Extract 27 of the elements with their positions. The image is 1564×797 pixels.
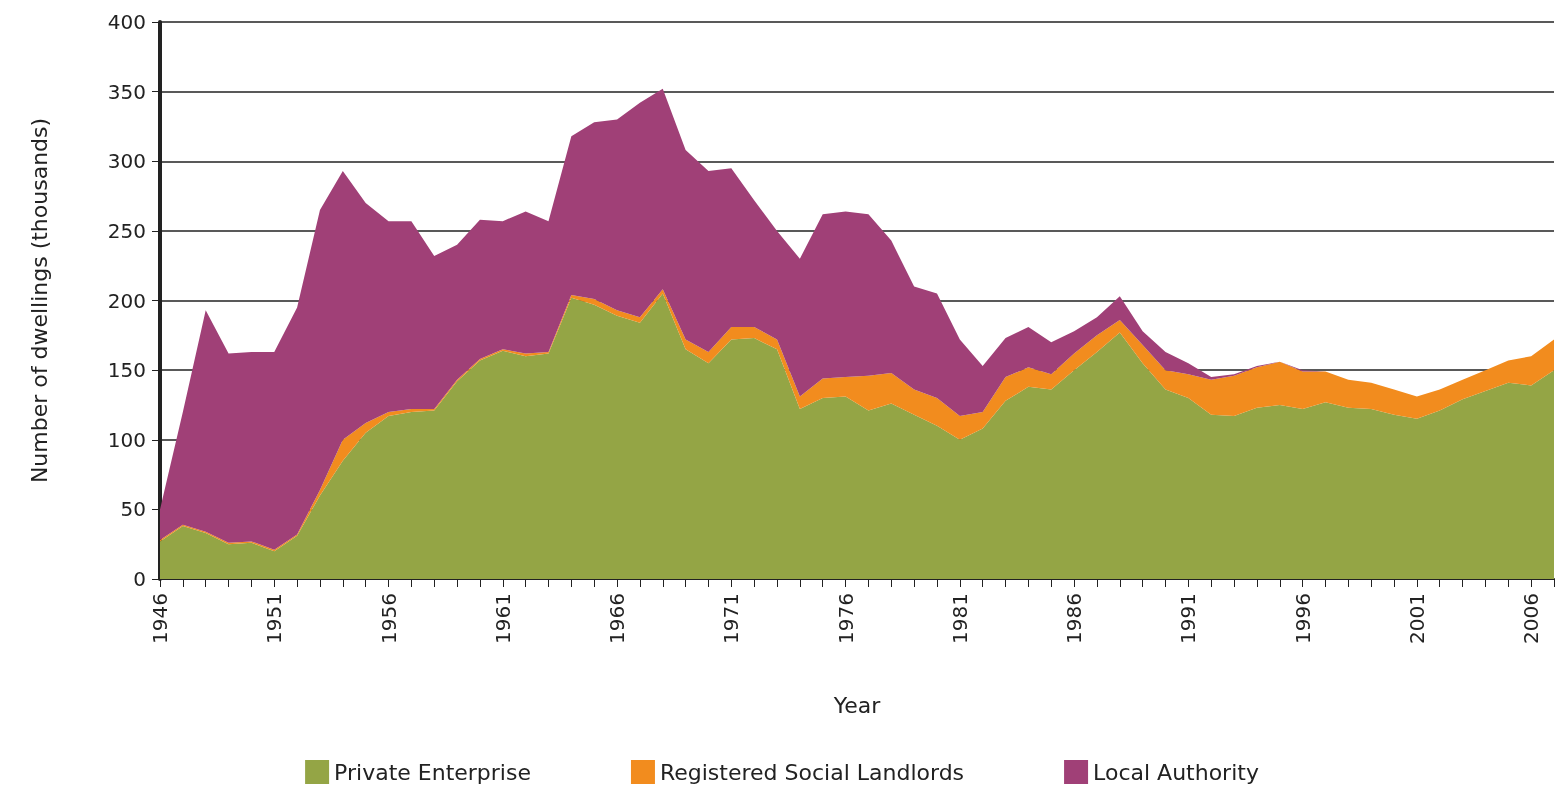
x-tick-label: 1971 — [719, 593, 744, 644]
x-tick-label: 1956 — [376, 593, 401, 644]
y-tick-label: 350 — [107, 79, 146, 104]
x-tick-label: 1966 — [605, 593, 630, 644]
x-tick-label: 1986 — [1062, 593, 1087, 644]
legend-label: Private Enterprise — [334, 759, 531, 785]
x-axis-title: Year — [832, 692, 882, 718]
x-tick-label: 1946 — [148, 593, 172, 644]
y-tick-label: 0 — [133, 567, 146, 591]
y-tick-label: 100 — [107, 427, 146, 452]
y-tick-label: 250 — [107, 218, 146, 243]
legend-label: Local Authority — [1093, 759, 1259, 785]
y-tick-label: 200 — [107, 288, 146, 313]
x-tick-label: 1991 — [1176, 593, 1201, 644]
x-tick-label: 2001 — [1404, 593, 1429, 644]
y-tick-label: 400 — [107, 10, 146, 34]
x-tick-label: 1976 — [833, 593, 858, 644]
y-tick-label: 300 — [107, 149, 146, 174]
x-tick-label: 2006 — [1519, 593, 1544, 644]
legend-label: Registered Social Landlords — [659, 759, 965, 785]
x-tick-label: 1996 — [1290, 593, 1315, 644]
y-axis-title: Number of dwellings (thousands) — [26, 117, 52, 484]
x-tick-label: 1961 — [490, 593, 515, 644]
y-tick-label: 150 — [107, 358, 146, 383]
x-tick-label: 1981 — [947, 593, 972, 644]
x-tick-label: 1951 — [262, 593, 287, 644]
y-tick-label: 50 — [120, 497, 146, 522]
